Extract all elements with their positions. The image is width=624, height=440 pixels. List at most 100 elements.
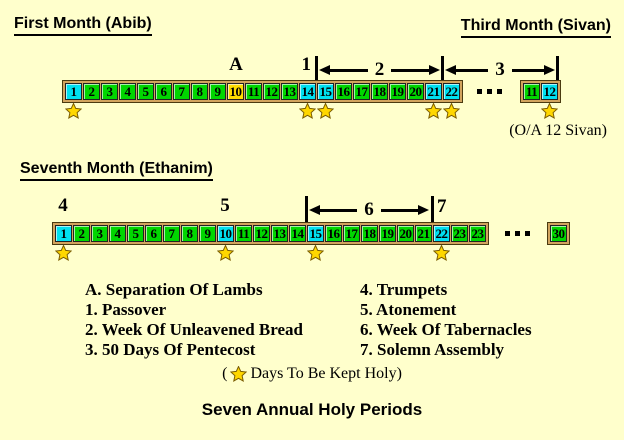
day-cell: 15 xyxy=(316,83,335,119)
holy-day-star-icon xyxy=(432,244,451,261)
month7-title: Seventh Month (Ethanim) xyxy=(20,160,213,181)
day-cell: 7 xyxy=(173,83,190,100)
holy-day-star-icon xyxy=(54,244,73,261)
day-cell: 15 xyxy=(306,225,325,261)
day-cell: 20 xyxy=(407,83,424,100)
holy-day-star-icon xyxy=(298,102,317,119)
day-cell: 6 xyxy=(155,83,172,100)
holy-day-star-icon xyxy=(540,102,559,119)
day-cell: 5 xyxy=(127,225,144,242)
marker-bar xyxy=(441,56,444,82)
day-cell: 1 xyxy=(54,225,73,261)
legend-left-column: A. Separation Of Lambs 1. Passover 2. We… xyxy=(85,280,303,360)
day-cell: 17 xyxy=(343,225,360,242)
marker-bar xyxy=(556,56,559,82)
day-cell: 8 xyxy=(181,225,198,242)
legend-item: 6. Week Of Tabernacles xyxy=(360,320,532,339)
arrow-line xyxy=(380,208,418,212)
marker-label-a: A xyxy=(229,54,243,75)
ellipsis-icon xyxy=(505,231,530,236)
span-arrow-6: 6 xyxy=(309,199,429,220)
day-cell: 16 xyxy=(335,83,352,100)
day-cell: 3 xyxy=(91,225,108,242)
day-cell: 2 xyxy=(83,83,100,100)
arrowhead-left-icon xyxy=(445,65,456,75)
marker-label-5: 5 xyxy=(220,195,230,216)
day-cell: 9 xyxy=(199,225,216,242)
day-cell: 19 xyxy=(379,225,396,242)
day-cell: 7 xyxy=(163,225,180,242)
marker-label-6: 6 xyxy=(364,199,374,220)
marker-label-1: 1 xyxy=(301,54,312,75)
day-cell: 4 xyxy=(119,83,136,100)
arrowhead-right-icon xyxy=(544,65,555,75)
arrow-line xyxy=(320,208,358,212)
legend-item: 2. Week Of Unleavened Bread xyxy=(85,320,304,339)
day-cell: 22 xyxy=(442,83,461,119)
ellipsis-icon xyxy=(477,89,502,94)
day-cell: 18 xyxy=(361,225,378,242)
day-cell: 11 xyxy=(235,225,252,242)
month3-title: Third Month (Sivan) xyxy=(460,17,611,38)
legend-item: 4. Trumpets xyxy=(360,280,448,299)
day-cell: 18 xyxy=(371,83,388,100)
month3-day-strip: 11 12 xyxy=(520,80,561,119)
day-cell: 17 xyxy=(353,83,370,100)
day-cell: 23 xyxy=(469,225,486,242)
day-cell: 9 xyxy=(209,83,226,100)
day-cell: 1 xyxy=(64,83,83,119)
day-cell: 11 xyxy=(245,83,262,100)
day-cell: 10 xyxy=(216,225,235,261)
holy-note-text: Days To Be Kept Holy) xyxy=(250,365,402,382)
day-cell: 11 xyxy=(523,83,540,100)
arrowhead-left-icon xyxy=(319,65,330,75)
holy-days-note: ( Days To Be Kept Holy) xyxy=(0,365,624,383)
legend-item: A. Separation Of Lambs xyxy=(85,280,263,299)
arrowhead-left-icon xyxy=(309,205,320,215)
marker-bar xyxy=(431,196,434,222)
holy-day-star-icon xyxy=(306,244,325,261)
marker-label-3: 3 xyxy=(495,59,505,80)
day-cell: 10 xyxy=(227,83,244,100)
span-arrow-2: 2 xyxy=(319,59,440,80)
day-cell: 12 xyxy=(263,83,280,100)
day-cell: 21 xyxy=(424,83,443,119)
day-cell: 14 xyxy=(298,83,317,119)
arrowhead-right-icon xyxy=(429,65,440,75)
marker-label-2: 2 xyxy=(374,59,385,80)
holy-day-star-icon xyxy=(64,102,83,119)
day-cell: 12 xyxy=(540,83,559,119)
month7-day-strip: 1 2 3 4 5 6 7 8 9 10 11 12 13 14 15 16 17 18 19 20 21 22 23 23 xyxy=(52,222,489,261)
arrowhead-right-icon xyxy=(418,205,429,215)
marker-bar xyxy=(305,196,308,222)
page-title: Seven Annual Holy Periods xyxy=(201,400,423,419)
arrow-line xyxy=(456,68,489,72)
day-cell: 6 xyxy=(145,225,162,242)
holy-day-star-icon xyxy=(316,102,335,119)
legend-right-column: 4. Trumpets 5. Atonement 6. Week Of Tabe… xyxy=(360,280,532,360)
month1-day-strip: 1 2 3 4 5 6 7 8 9 10 11 12 13 14 15 16 17 18 19 20 21 22 xyxy=(62,80,463,119)
day-cell: 23 xyxy=(451,225,468,242)
legend-item: 5. Atonement xyxy=(360,300,457,319)
holy-day-star-icon xyxy=(424,102,443,119)
day-cell: 14 xyxy=(289,225,306,242)
arrow-line xyxy=(391,68,429,72)
marker-label-4: 4 xyxy=(58,195,68,216)
legend-item: 3. 50 Days Of Pentecost xyxy=(85,340,256,359)
marker-bar xyxy=(315,56,318,82)
legend-item: 1. Passover xyxy=(85,300,167,319)
day-cell: 19 xyxy=(389,83,406,100)
holy-day-star-icon xyxy=(216,244,235,261)
day-cell: 20 xyxy=(397,225,414,242)
day-cell: 13 xyxy=(281,83,298,100)
marker-label-7: 7 xyxy=(437,196,447,217)
legend-item: 7. Solemn Assembly xyxy=(360,340,505,359)
month1-title: First Month (Abib) xyxy=(14,15,152,36)
day-cell: 5 xyxy=(137,83,154,100)
span-arrow-3: 3 xyxy=(445,59,555,80)
day-cell: 8 xyxy=(191,83,208,100)
day-cell: 13 xyxy=(271,225,288,242)
arrow-line xyxy=(511,68,544,72)
day-cell: 22 xyxy=(432,225,451,261)
